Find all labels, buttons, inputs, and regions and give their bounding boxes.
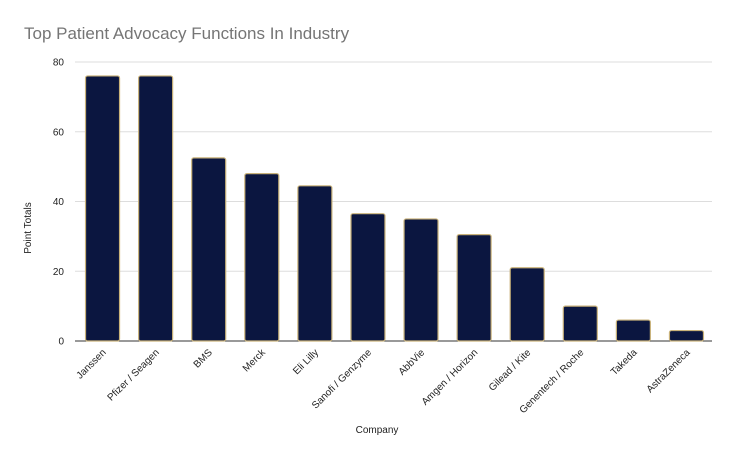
- x-tick-label: Sanofi / Genzyme: [310, 347, 374, 411]
- bar-eli-lilly: [297, 185, 333, 342]
- y-tick-label: 60: [53, 127, 65, 138]
- x-tick-label: BMS: [192, 347, 215, 370]
- bar-sanofi-genzyme: [350, 213, 386, 342]
- grid-layer: [75, 61, 712, 342]
- bar-gilead-kite: [509, 267, 545, 342]
- y-axis-title: Point Totals: [23, 202, 34, 254]
- x-tick-label: Pfizer / Seagen: [106, 347, 162, 403]
- x-tick-label: AstraZeneca: [645, 347, 693, 395]
- y-tick-label: 80: [53, 58, 65, 69]
- x-tick-label: Takeda: [609, 347, 640, 378]
- bar-janssen: [84, 75, 121, 342]
- bar-takeda: [615, 319, 651, 342]
- x-tick-label: Gilead / Kite: [487, 347, 534, 394]
- y-tick-label: 40: [53, 197, 65, 208]
- x-tick-label: Janssen: [75, 347, 109, 381]
- bar-layer: [84, 75, 705, 342]
- y-tick-label: 0: [58, 337, 64, 348]
- y-tick-label: 20: [53, 267, 65, 278]
- bar-genentech-roche: [562, 305, 598, 342]
- x-tick-label: Amgen / Horizon: [420, 347, 480, 407]
- chart-title: Top Patient Advocacy Functions In Indust…: [24, 24, 350, 43]
- bar-pfizer-seagen: [138, 75, 174, 342]
- x-tick-label: AbbVie: [397, 347, 428, 378]
- y-tick-layer: 0 20 40 60 80: [53, 58, 65, 348]
- x-tick-label: Eli Lilly: [291, 347, 321, 377]
- bar-abbvie: [403, 218, 439, 342]
- x-tick-label: Merck: [241, 347, 269, 375]
- x-axis-title: Company: [356, 425, 399, 436]
- bar-merck: [244, 173, 280, 342]
- bar-amgen-horizon: [456, 234, 492, 342]
- bar-bms: [191, 157, 227, 342]
- bar-astrazeneca: [668, 329, 705, 342]
